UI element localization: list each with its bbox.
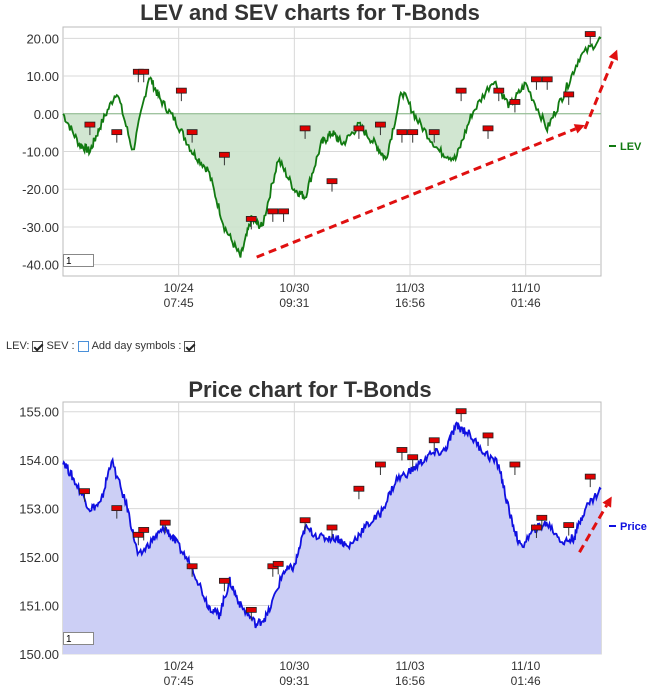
y-tick-label: 154.00 bbox=[19, 453, 59, 468]
day-marker bbox=[536, 514, 548, 521]
lev-checkbox[interactable] bbox=[32, 340, 44, 352]
sev-checkbox[interactable] bbox=[77, 340, 89, 352]
x-tick-label: 09:31 bbox=[279, 674, 309, 688]
day-symbols-label: Add day symbols : bbox=[91, 340, 182, 352]
day-marker bbox=[375, 461, 386, 468]
y-tick-label: 155.00 bbox=[19, 405, 59, 420]
sev-checkbox-label: SEV : bbox=[46, 340, 75, 352]
day-marker bbox=[138, 68, 150, 75]
lev-checkbox-label: LEV: bbox=[6, 340, 30, 352]
x-tick-label: 07:45 bbox=[164, 296, 194, 310]
trend-arrowhead bbox=[573, 124, 585, 134]
x-tick-label: 11/10 bbox=[511, 281, 540, 295]
y-tick-label: -30.00 bbox=[22, 220, 59, 235]
price-chart: 155.00 154.00 153.00 152.00 151.00 150.00 10/2… bbox=[19, 401, 647, 688]
x-tick-label: 01:46 bbox=[511, 296, 541, 310]
day-marker bbox=[428, 437, 440, 444]
day-marker bbox=[375, 121, 386, 128]
day-marker bbox=[563, 91, 575, 98]
legend-label: Price bbox=[620, 521, 647, 533]
x-tick-label: 01:46 bbox=[511, 674, 541, 688]
y-tick-label: 20.00 bbox=[26, 31, 59, 46]
day-marker bbox=[245, 216, 257, 222]
x-tick-label: 10/24 bbox=[164, 659, 194, 673]
day-marker bbox=[111, 505, 123, 512]
day-marker bbox=[84, 121, 96, 128]
x-tick-label: 09:31 bbox=[279, 296, 309, 310]
day-marker bbox=[493, 87, 505, 94]
day-marker bbox=[267, 208, 279, 215]
x-tick-label: 11/10 bbox=[511, 659, 540, 673]
day-marker bbox=[584, 31, 596, 37]
day-marker bbox=[531, 524, 542, 531]
price-series-line bbox=[62, 421, 602, 629]
day-marker bbox=[138, 527, 150, 533]
y-tick-label: 153.00 bbox=[19, 502, 59, 517]
trend-arrowhead bbox=[608, 49, 618, 61]
day-marker bbox=[584, 473, 596, 480]
day-marker bbox=[186, 129, 198, 136]
day-marker bbox=[353, 125, 365, 132]
legend-label: LEV bbox=[620, 141, 642, 153]
day-marker bbox=[218, 577, 230, 584]
day-marker bbox=[111, 129, 123, 136]
day-marker bbox=[299, 125, 311, 132]
x-tick-label: 10/30 bbox=[279, 281, 309, 295]
day-marker bbox=[396, 129, 408, 136]
day-marker bbox=[541, 76, 553, 83]
day-marker bbox=[272, 560, 284, 567]
day-marker bbox=[159, 519, 171, 526]
x-tick-label: 07:45 bbox=[164, 674, 194, 688]
price-zoom-input[interactable]: 1 bbox=[63, 632, 94, 645]
day-marker bbox=[396, 447, 408, 453]
day-marker bbox=[186, 563, 198, 570]
day-marker bbox=[353, 485, 365, 492]
day-marker bbox=[482, 125, 494, 132]
day-marker bbox=[428, 129, 440, 136]
trend-arrowhead bbox=[602, 496, 612, 508]
y-tick-label: -10.00 bbox=[22, 145, 59, 160]
lev-zoom-input[interactable]: 1 bbox=[63, 254, 94, 267]
day-marker bbox=[482, 432, 494, 439]
day-marker bbox=[455, 408, 467, 415]
price-chart-title: Price chart for T-Bonds bbox=[188, 377, 432, 402]
day-symbols-checkbox[interactable] bbox=[184, 340, 196, 352]
day-marker bbox=[79, 488, 90, 495]
day-marker bbox=[531, 76, 542, 83]
day-marker bbox=[563, 522, 575, 528]
y-tick-label: 152.00 bbox=[19, 550, 59, 565]
trend-arrow bbox=[578, 504, 609, 553]
y-tick-label: -40.00 bbox=[22, 258, 59, 273]
y-tick-label: 0.00 bbox=[34, 107, 59, 122]
y-tick-label: -20.00 bbox=[22, 182, 59, 197]
x-tick-label: 11/03 bbox=[395, 659, 424, 673]
y-tick-label: 151.00 bbox=[19, 599, 59, 614]
day-marker bbox=[299, 517, 311, 524]
trend-arrow bbox=[256, 127, 577, 259]
day-marker bbox=[132, 531, 144, 538]
x-tick-label: 10/30 bbox=[279, 659, 309, 673]
day-marker bbox=[218, 151, 230, 158]
x-tick-label: 16:56 bbox=[395, 296, 425, 310]
lev-chart: 20.0010.000.00-10.00-20.00-30.00-40.0010… bbox=[22, 26, 642, 310]
day-marker bbox=[455, 87, 467, 94]
day-marker bbox=[509, 461, 521, 468]
x-tick-label: 16:56 bbox=[395, 674, 425, 688]
lev-area-fill bbox=[63, 113, 601, 258]
x-tick-label: 11/03 bbox=[395, 281, 424, 295]
lev-chart-title: LEV and SEV charts for T-Bonds bbox=[140, 0, 480, 25]
lev-series-line bbox=[62, 36, 602, 258]
y-tick-label: 150.00 bbox=[19, 647, 59, 662]
day-marker bbox=[278, 208, 289, 215]
x-tick-label: 10/24 bbox=[164, 281, 194, 295]
day-marker bbox=[407, 129, 419, 136]
day-marker bbox=[509, 99, 521, 105]
day-marker bbox=[326, 178, 338, 185]
day-marker bbox=[407, 454, 419, 461]
day-marker bbox=[245, 606, 257, 613]
chart-controls: LEV: SEV : Add day symbols : bbox=[6, 340, 196, 352]
y-tick-label: 10.00 bbox=[26, 69, 59, 84]
day-marker bbox=[175, 87, 187, 94]
day-marker bbox=[326, 524, 338, 531]
